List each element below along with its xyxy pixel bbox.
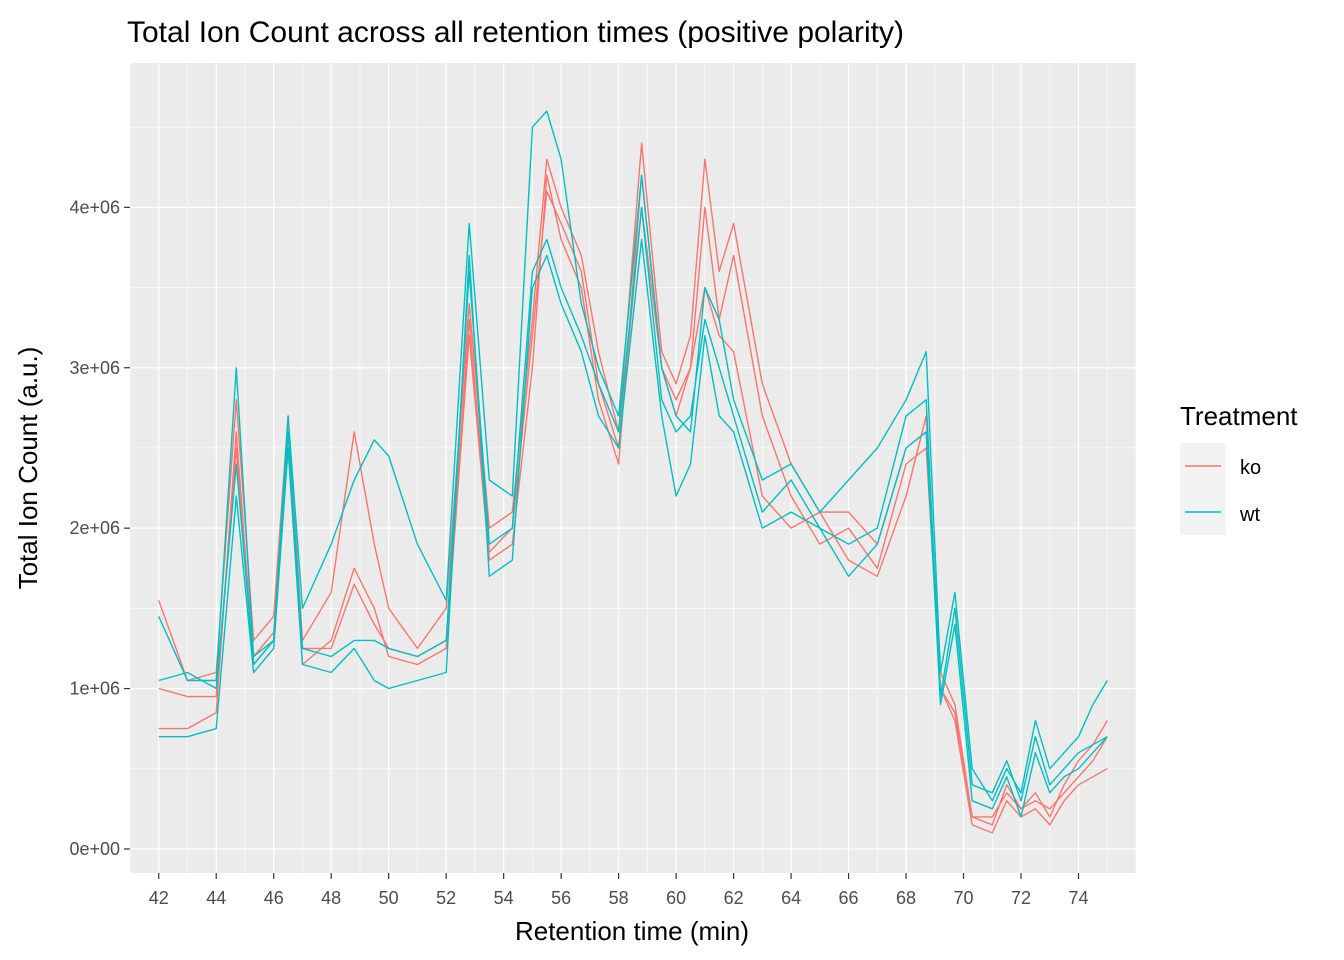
x-tick-label: 54 xyxy=(494,888,514,908)
y-tick-label: 3e+06 xyxy=(69,358,120,378)
plot-panel xyxy=(130,63,1136,873)
x-tick-label: 56 xyxy=(551,888,571,908)
x-tick-label: 74 xyxy=(1068,888,1088,908)
legend-title: Treatment xyxy=(1180,401,1298,431)
y-tick-label: 1e+06 xyxy=(69,679,120,699)
legend-label-wt: wt xyxy=(1239,504,1260,526)
x-tick-label: 66 xyxy=(839,888,859,908)
grid-major xyxy=(130,63,1136,873)
legend-label-ko: ko xyxy=(1240,457,1261,479)
x-tick-label: 58 xyxy=(609,888,629,908)
x-tick-label: 70 xyxy=(954,888,974,908)
x-tick-label: 72 xyxy=(1011,888,1031,908)
x-tick-label: 62 xyxy=(724,888,744,908)
series-line-wt-6 xyxy=(158,206,1108,802)
x-tick-label: 42 xyxy=(149,888,169,908)
series-layer xyxy=(158,110,1108,834)
x-axis-title: Retention time (min) xyxy=(515,916,749,946)
x-tick-label: 44 xyxy=(206,888,226,908)
x-tick-label: 60 xyxy=(666,888,686,908)
chart-title: Total Ion Count across all retention tim… xyxy=(127,16,904,49)
series-line-wt-5 xyxy=(158,238,1108,818)
series-line-ko-1 xyxy=(158,142,1108,826)
x-tick-label: 50 xyxy=(379,888,399,908)
y-axis: 0e+00 1e+06 2e+06 3e+06 4e+06 xyxy=(69,197,130,859)
legend: Treatment ko wt xyxy=(1180,401,1298,535)
x-tick-label: 46 xyxy=(264,888,284,908)
x-tick-label: 68 xyxy=(896,888,916,908)
x-tick-label: 64 xyxy=(781,888,801,908)
y-tick-label: 2e+06 xyxy=(69,518,120,538)
y-axis-title: Total Ion Count (a.u.) xyxy=(13,347,43,590)
x-axis: 42 44 46 48 50 52 54 56 58 60 62 64 66 68 70 72 74 xyxy=(149,873,1089,908)
y-tick-label: 4e+06 xyxy=(69,197,120,217)
series-line-wt-4 xyxy=(158,110,1108,802)
x-tick-label: 48 xyxy=(321,888,341,908)
x-tick-label: 52 xyxy=(436,888,456,908)
y-tick-label: 0e+00 xyxy=(69,839,120,859)
grid-minor xyxy=(129,63,1137,873)
